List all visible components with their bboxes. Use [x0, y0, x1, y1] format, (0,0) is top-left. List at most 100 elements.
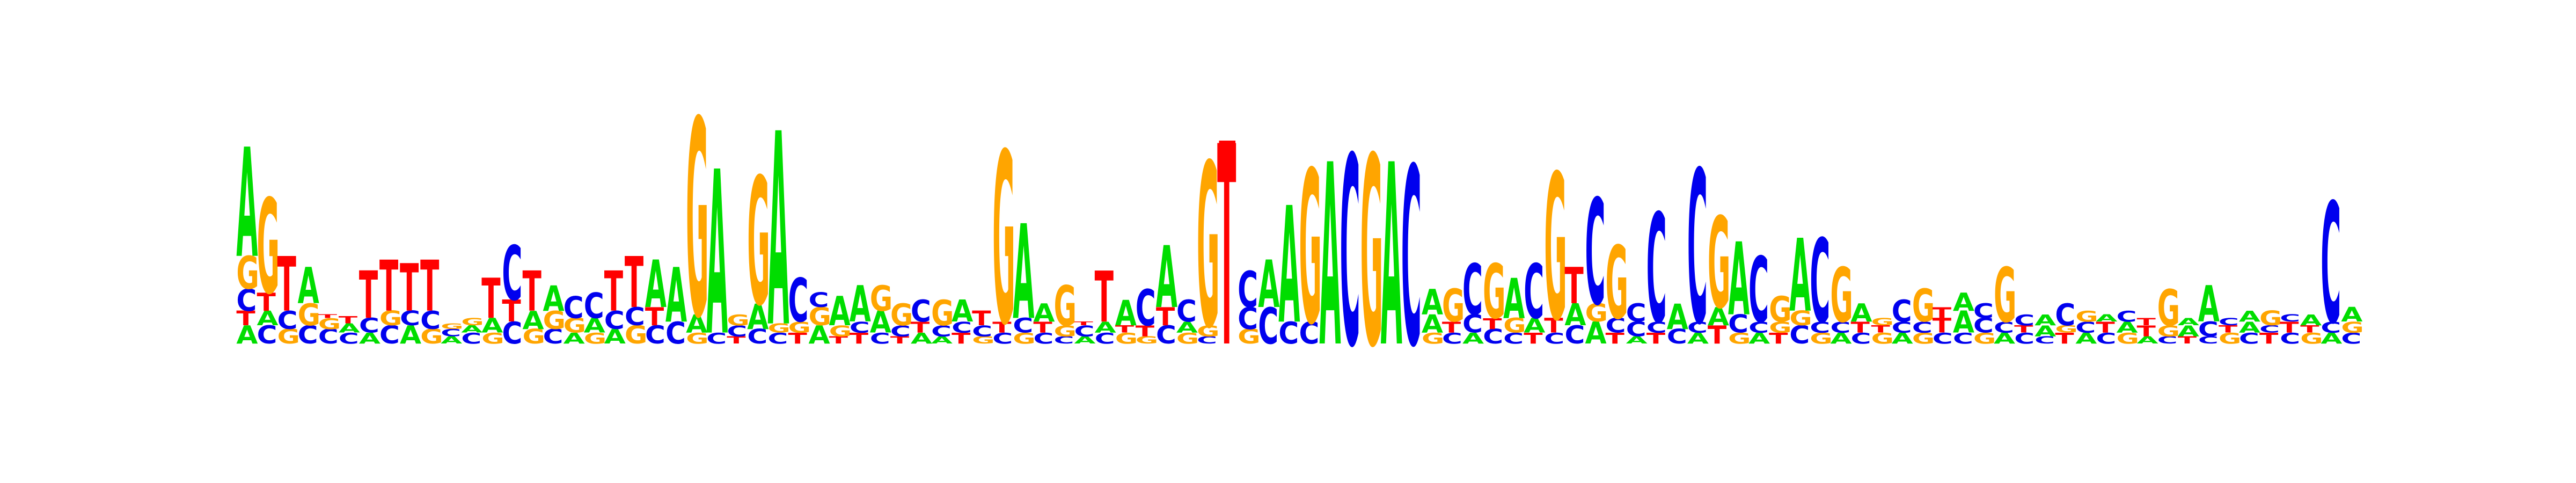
logo-letter-c: C — [1687, 127, 1708, 371]
logo-letter-c: C — [788, 266, 808, 336]
logo-letter-a: A — [1156, 228, 1177, 327]
logo-letter-c: C — [992, 330, 1013, 347]
logo-letter-a: A — [1789, 218, 1811, 335]
logo-letter-c: C — [2014, 311, 2035, 329]
logo-letter-c: C — [420, 305, 441, 335]
logo-letter-c: C — [2239, 330, 2259, 347]
logo-letter-c: C — [625, 302, 645, 332]
logo-letter-t: T — [829, 334, 848, 346]
logo-letter-g: G — [1810, 330, 1833, 347]
logo-letter-c: C — [1483, 325, 1503, 348]
logo-letter-c: C — [1912, 318, 1933, 336]
logo-letter-a: A — [2321, 330, 2343, 347]
logo-letter-t: T — [1156, 302, 1175, 332]
logo-letter-c: C — [1973, 314, 1994, 338]
logo-letter-a: A — [1564, 297, 1586, 332]
logo-letter-a: A — [584, 314, 605, 338]
logo-letter-g: G — [1544, 132, 1567, 365]
logo-letter-t: T — [604, 260, 623, 324]
logo-letter-c: C — [2321, 318, 2341, 336]
logo-letter-a: A — [645, 247, 667, 322]
logo-letter-t: T — [1708, 320, 1727, 350]
logo-letter-a: A — [2035, 311, 2057, 329]
logo-letter-c: C — [318, 325, 339, 348]
logo-letter-a: A — [2198, 275, 2220, 334]
logo-columns: ATCGACATGGCTCGACGTCATACTCGTACTGCTACGCAGG… — [236, 64, 2363, 408]
logo-letter-t: T — [2280, 318, 2299, 336]
logo-letter-t: T — [257, 287, 276, 317]
logo-letter-c: C — [1606, 314, 1626, 338]
logo-letter-a: A — [2137, 334, 2158, 346]
logo-letter-t: T — [2300, 324, 2319, 335]
logo-letter-a: A — [1667, 296, 1688, 337]
logo-letter-g: G — [1176, 330, 1199, 347]
logo-letter-a: A — [481, 314, 503, 338]
logo-letter-c: C — [1728, 309, 1748, 339]
logo-letter-g: G — [890, 297, 913, 332]
logo-letter-c: C — [1850, 330, 1871, 347]
logo-letter-g: G — [1360, 103, 1384, 405]
logo-letter-c: C — [1994, 318, 2014, 336]
logo-letter-g: G — [1483, 248, 1506, 335]
logo-letter-c: C — [911, 294, 931, 328]
logo-letter-g: G — [1197, 322, 1220, 340]
logo-letter-g: G — [870, 278, 893, 319]
logo-letter-c: C — [1973, 299, 1994, 323]
logo-letter-a: A — [2239, 318, 2261, 336]
logo-letter-g: G — [829, 322, 852, 340]
logo-letter-t: T — [890, 334, 910, 346]
logo-letter-c: C — [461, 330, 481, 347]
logo-letter-c: C — [2198, 318, 2219, 341]
logo-letter-c: C — [1933, 330, 1953, 347]
logo-letter-g: G — [1973, 330, 1996, 347]
logo-letter-t: T — [1544, 314, 1563, 338]
logo-letter-t: T — [359, 258, 378, 333]
logo-letter-g: G — [1871, 316, 1894, 328]
logo-letter-g: G — [1871, 330, 1894, 347]
logo-letter-a: A — [767, 77, 789, 386]
logo-letter-c: C — [2075, 318, 2096, 336]
logo-letter-c: C — [502, 230, 522, 317]
logo-letter-a: A — [2096, 312, 2117, 324]
logo-letter-g: G — [461, 316, 484, 328]
logo-letter-c: C — [747, 325, 767, 348]
logo-letter-a: A — [1892, 330, 1914, 347]
logo-letter-g: G — [625, 320, 648, 350]
logo-letter-g: G — [1994, 252, 2017, 339]
logo-letter-c: C — [1810, 215, 1830, 349]
logo-letter-a: A — [1115, 292, 1137, 333]
logo-letter-c: C — [1401, 116, 1422, 402]
logo-letter-t: T — [2014, 324, 2033, 335]
logo-letter-a: A — [931, 334, 953, 346]
logo-letter-g: G — [2219, 330, 2242, 347]
logo-letter-c: C — [1013, 314, 1033, 338]
logo-letter-g: G — [727, 311, 750, 329]
logo-letter-a: A — [1278, 173, 1300, 360]
logo-letter-t: T — [1646, 330, 1666, 347]
logo-letter-c: C — [1564, 320, 1585, 350]
logo-letter-t: T — [2219, 324, 2238, 335]
logo-letter-t: T — [1442, 318, 1461, 336]
logo-letter-g: G — [1053, 322, 1077, 340]
logo-letter-c: C — [2219, 316, 2239, 328]
logo-letter-c: C — [277, 305, 298, 335]
logo-letter-t: T — [481, 268, 500, 332]
logo-letter-g: G — [747, 142, 770, 346]
logo-letter-g: G — [1442, 280, 1465, 332]
logo-letter-a: A — [522, 305, 544, 335]
logo-letter-c: C — [1646, 318, 1667, 336]
logo-letter-c: C — [584, 286, 604, 326]
logo-letter-t: T — [1115, 324, 1135, 335]
logo-letter-a: A — [1830, 330, 1852, 347]
logo-letter-a: A — [1585, 316, 1606, 350]
logo-letter-t: T — [952, 330, 971, 347]
logo-letter-a: A — [1422, 309, 1443, 339]
logo-letter-a: A — [461, 324, 482, 335]
logo-letter-g: G — [277, 325, 301, 348]
logo-letter-c: C — [2157, 334, 2178, 346]
logo-letter-c: C — [1258, 297, 1278, 355]
logo-letter-t: T — [972, 306, 991, 330]
logo-letter-g: G — [2157, 279, 2180, 337]
logo-letter-a: A — [2075, 330, 2097, 347]
